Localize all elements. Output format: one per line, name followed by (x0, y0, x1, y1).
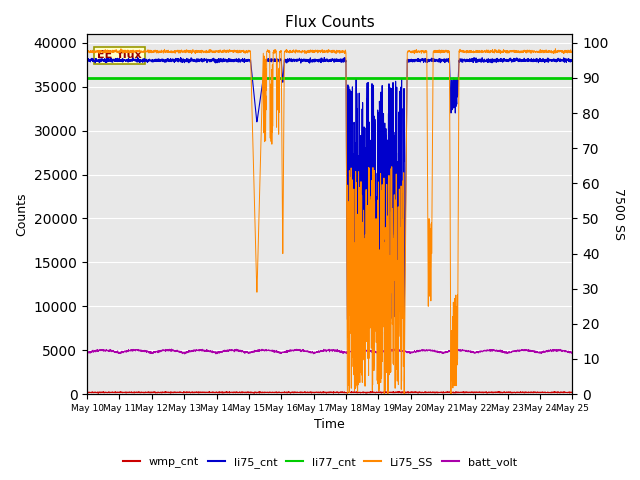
Legend: wmp_cnt, li75_cnt, li77_cnt, Li75_SS, batt_volt: wmp_cnt, li75_cnt, li77_cnt, Li75_SS, ba… (119, 452, 521, 472)
Y-axis label: Counts: Counts (15, 192, 28, 236)
Title: Flux Counts: Flux Counts (285, 15, 374, 30)
Y-axis label: 7500 SS: 7500 SS (612, 188, 625, 240)
X-axis label: Time: Time (314, 419, 345, 432)
Text: EE_flux: EE_flux (97, 50, 141, 60)
